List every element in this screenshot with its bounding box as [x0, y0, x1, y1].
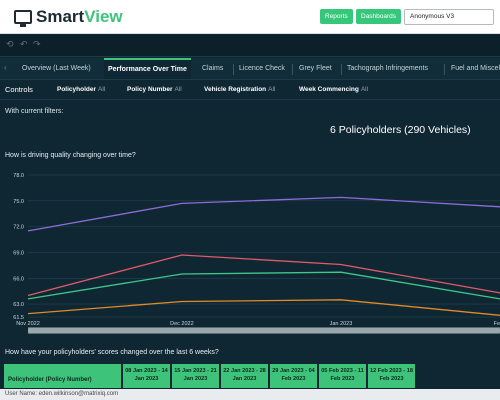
- filter-value: All: [360, 86, 369, 93]
- y-tick-label: 72.0: [13, 225, 24, 231]
- logo-text-view: View: [84, 7, 123, 26]
- filter-label: Policy Number: [127, 86, 173, 93]
- tab-performance-over-time[interactable]: Performance Over Time: [104, 58, 191, 79]
- tab-claims[interactable]: Claims: [202, 65, 224, 72]
- reset-icon[interactable]: ⟲: [6, 39, 14, 49]
- filter-label: Policyholder: [57, 86, 97, 93]
- smartview-logo[interactable]: Smart View: [14, 7, 123, 27]
- chart-horizontal-scrollbar[interactable]: [28, 327, 500, 334]
- filter-week-commencing[interactable]: Week Commencing All: [299, 86, 368, 93]
- y-tick-label: 66.0: [13, 276, 24, 282]
- tab-separator: [341, 64, 342, 75]
- series-line-3: [27, 271, 500, 300]
- series-line-2: [27, 254, 500, 297]
- filter-policy-number[interactable]: Policy Number All: [127, 86, 182, 93]
- dashboards-button[interactable]: Dashboards: [356, 9, 402, 24]
- account-select[interactable]: Anonymous V3: [404, 9, 494, 25]
- scrollbar-thumb[interactable]: [28, 328, 500, 333]
- scores-table-header: Policyholder (Policy Number) 08 Jan 2023…: [0, 364, 500, 388]
- report-toolbar: ⟲ ↶ ↷: [0, 35, 500, 57]
- y-tick-label: 75.0: [13, 199, 24, 205]
- column-header-week[interactable]: 22 Jan 2023 - 28 Jan 2023: [221, 364, 269, 388]
- filter-value: All: [98, 86, 106, 93]
- logo-text-smart: Smart: [36, 7, 85, 26]
- table-heading: How have your policyholders' scores chan…: [5, 349, 219, 356]
- y-tick-label: 63.0: [13, 302, 24, 308]
- column-header-week[interactable]: 15 Jan 2023 - 21 Jan 2023: [172, 364, 220, 388]
- filter-value: All: [268, 86, 276, 93]
- policy-count: 6 Policyholders (290 Vehicles): [330, 124, 471, 136]
- y-tick-label: 61.5: [13, 315, 24, 321]
- top-bar: Smart View Reports Dashboards Anonymous V…: [0, 0, 500, 34]
- footer-user-name: User Name: eden.wilkinson@matrixiq.com: [0, 389, 500, 400]
- column-header-week[interactable]: 29 Jan 2023 - 04 Feb 2023: [270, 364, 318, 388]
- filter-label: Week Commencing: [299, 86, 359, 93]
- y-tick-label: 78.0: [13, 173, 24, 179]
- series-line-4: [27, 299, 500, 316]
- filter-vehicle-registration[interactable]: Vehicle Registration All: [204, 86, 275, 93]
- column-header-week[interactable]: 12 Feb 2023 - 18 Feb 2023: [368, 364, 416, 388]
- x-tick-label: Fe: [494, 321, 500, 327]
- tabs-scroll-left-icon[interactable]: ‹: [4, 63, 7, 72]
- filter-label: Vehicle Registration: [204, 86, 267, 93]
- series-line-1: [27, 196, 500, 232]
- driving-quality-line-chart[interactable]: 61.5 63.0 66.0 69.0 72.0 75.0 78.0 Nov 2022 Dec …: [0, 165, 500, 327]
- column-header-week[interactable]: 08 Jan 2023 - 14 Jan 2023: [123, 364, 171, 388]
- tab-tachograph-infringements[interactable]: Tachograph Infringements: [347, 65, 428, 72]
- column-header-policyholder[interactable]: Policyholder (Policy Number): [4, 364, 122, 388]
- x-tick-label: Jan 2023: [330, 321, 353, 327]
- redo-icon[interactable]: ↷: [33, 39, 41, 49]
- tab-separator: [233, 64, 234, 75]
- tab-overview[interactable]: Overview (Last Week): [22, 65, 91, 72]
- reports-button[interactable]: Reports: [320, 9, 353, 24]
- tab-separator: [444, 64, 445, 75]
- tab-separator: [292, 64, 293, 75]
- monitor-icon: [14, 10, 32, 27]
- tab-grey-fleet[interactable]: Grey Fleet: [299, 65, 332, 72]
- chart-heading: How is driving quality changing over tim…: [5, 152, 136, 159]
- x-tick-label: Nov 2022: [16, 321, 40, 327]
- x-tick-label: Dec 2022: [170, 321, 194, 327]
- column-header-week[interactable]: 05 Feb 2023 - 11 Feb 2023: [319, 364, 367, 388]
- tab-licence-check[interactable]: Licence Check: [239, 65, 285, 72]
- filter-value: All: [174, 86, 182, 93]
- undo-icon[interactable]: ↶: [20, 39, 28, 49]
- filter-policyholder[interactable]: Policyholder All: [57, 86, 105, 93]
- tab-fuel-and-misc[interactable]: Fuel and Miscell: [451, 65, 500, 72]
- current-filters-label: With current filters:: [5, 108, 64, 115]
- controls-title: Controls: [5, 85, 33, 94]
- report-tabs: ‹ Overview (Last Week) Performance Over …: [0, 58, 500, 80]
- y-tick-label: 69.0: [13, 250, 24, 256]
- controls-bar: Controls Policyholder All Policy Number Al…: [0, 80, 500, 100]
